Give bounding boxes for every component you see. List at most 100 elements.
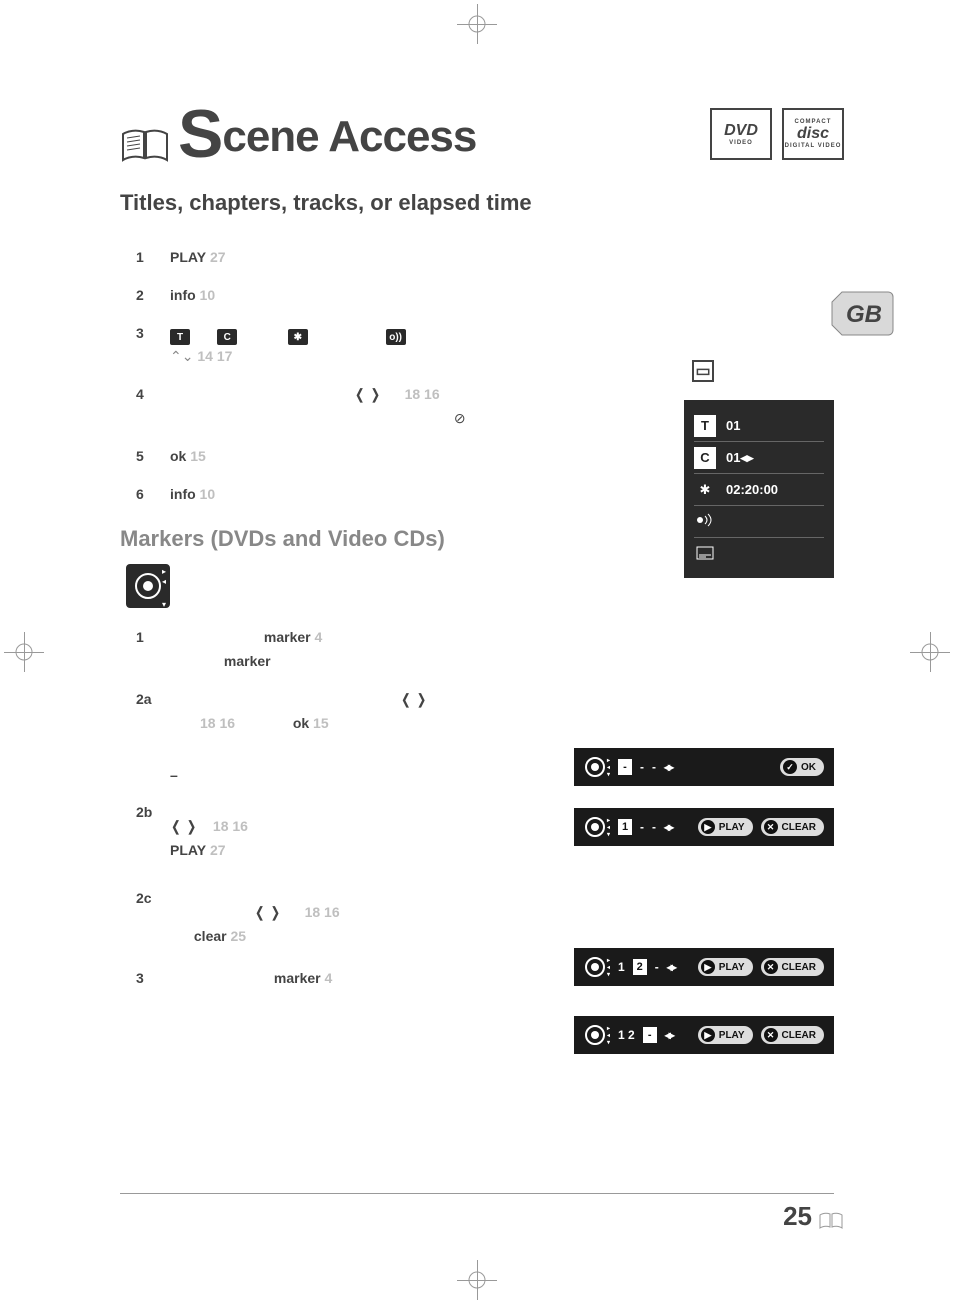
marker-osd-bar: ▸◂▾1 2-◂▸▶PLAY✕CLEAR — [574, 1016, 834, 1054]
step-row: 2b ❬ ❭ 18 16 PLAY 27 — [136, 801, 566, 863]
step-row: 2c ❬ ❭ 18 16 clear 25 — [136, 887, 566, 949]
dvd-logo-text: DVD — [724, 122, 758, 140]
chapter-value: 01◂▸ — [726, 450, 754, 466]
step-ref: 4 — [321, 970, 333, 986]
info-panel-row — [694, 538, 824, 570]
title-value: 01 — [726, 418, 740, 433]
marker-osd-bar: ▸◂▾12-◂▸▶PLAY✕CLEAR — [574, 948, 834, 986]
page-number: 25 — [783, 1201, 844, 1232]
step-row: 3 T C ✱ o)) ⌃⌄ 14 17 — [136, 322, 606, 370]
chapter-badge: C — [694, 447, 716, 469]
step-row: 6 info 10 — [136, 483, 606, 507]
step-ref: 18 16 — [405, 386, 440, 402]
svg-text:▸: ▸ — [606, 818, 610, 824]
step-ref: 27 — [206, 249, 225, 265]
cd-logo-text: disc — [797, 125, 829, 143]
time-icon: ✱ — [288, 329, 308, 345]
step-key: info — [170, 486, 196, 502]
footer-rule — [120, 1193, 834, 1194]
svg-text:◂: ◂ — [606, 825, 610, 831]
step-number: 2c — [136, 887, 152, 949]
info-panel-row: T 01 — [694, 410, 824, 442]
step-key: marker — [264, 629, 311, 645]
step-number: 1 — [136, 626, 152, 674]
svg-text:▸: ▸ — [606, 758, 610, 764]
step-number: 1 — [136, 246, 152, 270]
dvd-logo: DVD VIDEO — [710, 108, 772, 160]
format-logos: DVD VIDEO COMPACT disc DIGITAL VIDEO — [710, 108, 844, 160]
crop-mark — [910, 632, 950, 672]
title-initial: S — [178, 96, 222, 172]
step-number: 2 — [136, 284, 152, 308]
svg-text:◂: ◂ — [606, 765, 610, 771]
title-wrap: Scene Access — [120, 100, 476, 168]
info-panel-row: C 01◂▸ — [694, 442, 824, 474]
step-row: 5 ok 15 — [136, 445, 606, 469]
step-ref: 15 — [186, 448, 205, 464]
arrow-keys: ❬ ❭ — [400, 691, 427, 707]
step-key: PLAY — [170, 842, 206, 858]
step-ref: 14 17 — [197, 348, 232, 364]
title-rest: cene Access — [222, 112, 476, 161]
cd-logo: COMPACT disc DIGITAL VIDEO — [782, 108, 844, 160]
step-key: marker — [274, 970, 321, 986]
step-number: 3 — [136, 967, 152, 991]
manual-page: Scene Access DVD VIDEO COMPACT disc DIGI… — [0, 0, 954, 1304]
c-icon: C — [217, 329, 237, 345]
step-key: marker — [224, 653, 271, 669]
step-ref: 4 — [311, 629, 323, 645]
step-key: clear — [194, 928, 227, 944]
step-number: 6 — [136, 483, 152, 507]
svg-text:▾: ▾ — [606, 832, 610, 838]
crop-mark — [457, 1260, 497, 1300]
info-panel: T 01 C 01◂▸ ✱ 02:20:00 — [684, 400, 834, 578]
svg-text:▾: ▾ — [606, 972, 610, 978]
steps-list-2: 1 marker 4 marker 2a ❬ ❭ 18 16 ok 15 – 2… — [136, 626, 566, 990]
info-panel-row — [694, 506, 824, 538]
step-ref: 27 — [206, 842, 225, 858]
step-ref: 10 — [196, 287, 215, 303]
step-ref: 15 — [309, 715, 328, 731]
arrow-keys: ❬ ❭ — [170, 818, 197, 834]
dash: – — [170, 767, 178, 783]
svg-text:▸: ▸ — [606, 1026, 610, 1032]
marker-icon: ▸◂▾ — [126, 564, 170, 608]
dvd-logo-sub: VIDEO — [729, 140, 753, 146]
step-number: 4 — [136, 383, 152, 431]
time-icon: ✱ — [694, 482, 716, 498]
step-key: ok — [293, 715, 309, 731]
step-number: 2a — [136, 688, 152, 787]
language-tab: GB — [830, 288, 894, 338]
step-ref: 18 16 — [213, 818, 248, 834]
book-icon — [120, 124, 170, 168]
prohibit-icon: ⊘ — [454, 410, 466, 426]
marker-osd-bar: ▸◂▾---◂▸✓OK — [574, 748, 834, 786]
step-row: 4 ❬ ❭ 18 16 ⊘ — [136, 383, 606, 431]
step-ref: 10 — [196, 486, 215, 502]
arrow-keys: ❬ ❭ — [254, 904, 281, 920]
t-icon: T — [170, 329, 190, 345]
book-small-icon — [818, 1210, 844, 1232]
time-value: 02:20:00 — [726, 482, 778, 497]
crop-mark — [4, 632, 44, 672]
svg-text:▾: ▾ — [606, 1040, 610, 1046]
step-row: 1 PLAY 27 — [136, 246, 606, 270]
step-number: 3 — [136, 322, 152, 370]
crop-mark — [457, 4, 497, 44]
title-badge: T — [694, 415, 716, 437]
step-key: ok — [170, 448, 186, 464]
step-ref: 18 16 — [305, 904, 340, 920]
subtitle-icon — [694, 546, 716, 563]
audio-icon: o)) — [386, 329, 406, 345]
marker-osd-bar: ▸◂▾1--◂▸▶PLAY✕CLEAR — [574, 808, 834, 846]
svg-text:▾: ▾ — [606, 772, 610, 778]
step-number: 5 — [136, 445, 152, 469]
audio-icon — [694, 512, 716, 531]
page-number-value: 25 — [783, 1201, 812, 1232]
page-header: Scene Access DVD VIDEO COMPACT disc DIGI… — [120, 100, 844, 168]
svg-text:◂: ◂ — [606, 1033, 610, 1039]
panel-head-icon: ▭ — [692, 360, 714, 382]
step-number: 2b — [136, 801, 152, 863]
step-ref: 25 — [227, 928, 246, 944]
step-row: 2a ❬ ❭ 18 16 ok 15 – — [136, 688, 566, 787]
